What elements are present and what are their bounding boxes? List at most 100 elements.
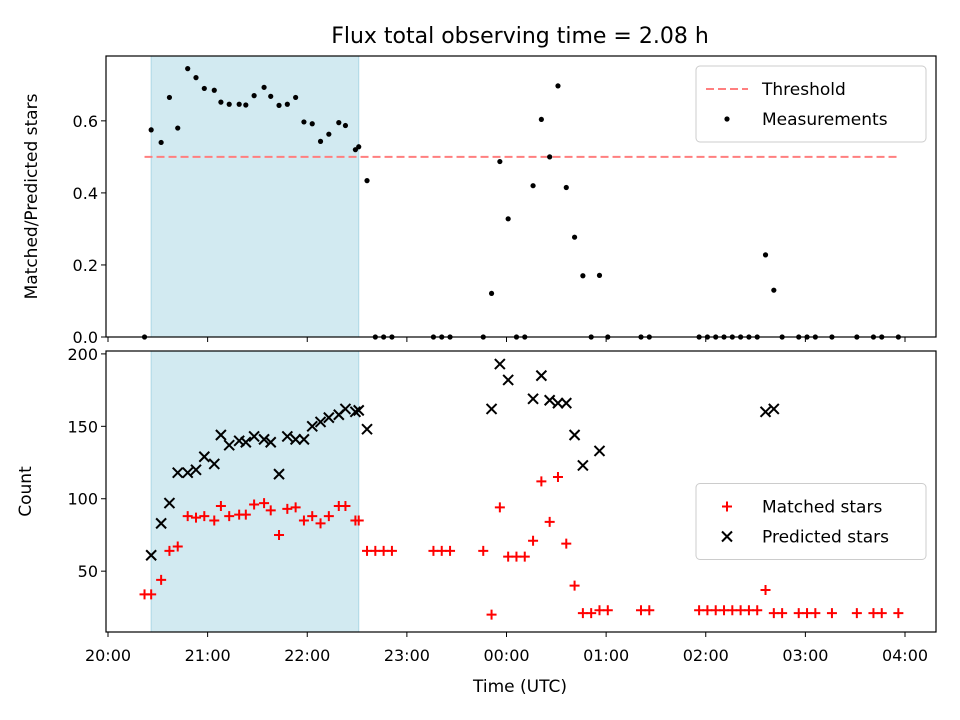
measurement-point (326, 131, 332, 137)
highlight-span (150, 55, 360, 338)
predicted-star-point (349, 406, 362, 418)
matched-star-point (486, 609, 497, 620)
measurement-point (364, 178, 370, 184)
predicted-star-point (155, 517, 167, 530)
matched-star-point (172, 541, 183, 552)
predicted-star-point (353, 404, 365, 417)
matched-star-point (810, 608, 821, 619)
measurement-point (193, 75, 199, 81)
measurement-point (538, 116, 544, 123)
measurement-point (293, 94, 299, 101)
legend-box (695, 483, 927, 560)
matched-star-point (777, 608, 788, 619)
measurement-point (571, 234, 578, 240)
matched-star-point (876, 608, 887, 619)
matched-star-point (752, 605, 763, 616)
predicted-star-point (485, 403, 498, 415)
predicted-star-point (543, 394, 556, 406)
predicted-star-point (552, 397, 564, 409)
measurement-point (309, 121, 315, 127)
measurement-point (301, 119, 307, 125)
legend-marker-swatch (722, 501, 732, 512)
predicted-star-point (265, 436, 277, 448)
matched-star-point (528, 535, 539, 546)
matched-star-point (353, 515, 364, 526)
predicted-star-point (339, 403, 352, 415)
matched-star-point (760, 584, 771, 595)
legend-entry-label: Threshold (761, 80, 846, 100)
panel-top: 0.0 0.2 0.4 0.6 Matched/Predicted stars Thres… (22, 55, 937, 347)
predicted-star-point (198, 451, 211, 463)
matched-star-point (826, 608, 837, 619)
panel-bottom: 50 100 150 200 20:00 21:00 22:00 23:00 00:00 01:0… (16, 345, 937, 665)
ratio-legend: Threshold Measurements (695, 65, 927, 143)
ratio-axes-frame (105, 55, 937, 338)
matched-star-point (478, 545, 489, 556)
predicted-star-point (273, 468, 285, 480)
matched-star-point (215, 500, 226, 511)
matched-star-point (544, 516, 555, 527)
predicted-star-point (768, 403, 780, 415)
highlight-span (150, 350, 360, 633)
predicted-star-point (289, 433, 302, 446)
matched-star-point (561, 538, 572, 549)
measurement-point (226, 101, 232, 107)
matched-star-point (893, 608, 904, 619)
matched-star-point (536, 476, 547, 487)
predicted-star-point (323, 411, 335, 424)
matched-star-point (445, 545, 456, 556)
y-tick-label: 150 (67, 417, 98, 436)
matched-star-point (586, 608, 597, 619)
matched-star-point (340, 500, 351, 511)
matched-star-point (164, 545, 175, 556)
chart-title: Flux total observing time = 2.08 h (331, 24, 709, 49)
predicted-star-point (314, 416, 327, 428)
matched-star-point (386, 545, 397, 556)
measurement-point (276, 102, 282, 108)
measurement-point (762, 252, 769, 258)
measurement-point (236, 101, 242, 107)
legend-box (695, 65, 927, 143)
matched-star-point (315, 518, 326, 529)
predicted-star-point (593, 445, 606, 457)
y-tick-label: 0.2 (73, 256, 98, 275)
measurement-point (251, 93, 257, 99)
matched-star-point (644, 605, 655, 616)
measurement-point (342, 122, 349, 129)
matched-star-point (274, 529, 285, 540)
measurement-point (243, 102, 249, 108)
measurement-point (148, 127, 154, 133)
measurement-point (596, 272, 603, 278)
measurement-point (497, 158, 503, 165)
legend-marker-swatch (724, 116, 730, 122)
measurement-point (211, 87, 217, 93)
y-tick-label: 0.6 (73, 112, 98, 131)
measurement-point (580, 273, 586, 279)
measurement-point (563, 184, 569, 191)
matched-star-point (282, 503, 293, 514)
matched-star-point (199, 511, 210, 522)
y-tick-label: 0.0 (73, 328, 98, 347)
predicted-star-point (527, 393, 539, 405)
y-tick-label: 50 (78, 562, 98, 581)
matched-star-point (323, 511, 334, 522)
predicted-star-point (560, 397, 572, 409)
measurement-point (175, 125, 181, 131)
predicted-star-point (240, 436, 252, 448)
predicted-star-point (298, 433, 310, 446)
count-y-axis-label: Count (16, 466, 36, 517)
predicted-star-point (248, 430, 260, 443)
matched-star-point (146, 589, 157, 600)
matched-star-point (298, 515, 309, 526)
predicted-star-point (223, 439, 235, 451)
measurement-point (505, 216, 511, 222)
x-axis-label: Time (UTC) (472, 677, 567, 697)
predicted-star-point (258, 433, 270, 446)
legend-marker-swatch (721, 530, 733, 543)
predicted-star-point (281, 430, 294, 443)
predicted-star-point (494, 358, 506, 370)
x-tick-label: 01:00 (583, 646, 629, 665)
predicted-star-point (181, 466, 194, 479)
measurement-point (488, 290, 495, 297)
